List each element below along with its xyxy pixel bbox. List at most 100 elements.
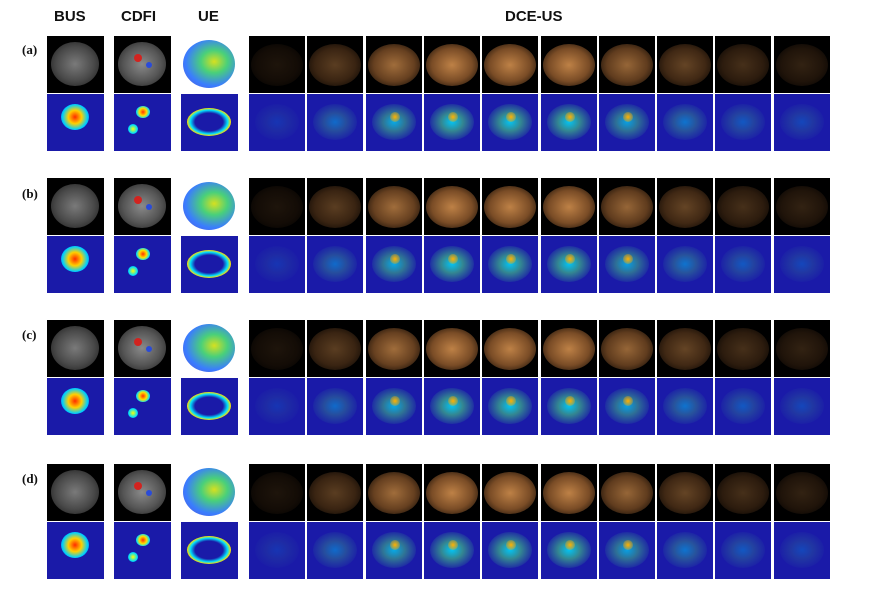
contrast-enhancement (426, 328, 478, 370)
dce-us-frame-b-6 (541, 178, 597, 235)
dce-us-heatmap-c-1 (249, 378, 305, 435)
contrast-enhancement (368, 328, 420, 370)
dce-us-heatmap-d-3 (366, 522, 422, 579)
contrast-enhancement (601, 328, 653, 370)
heat-texture (255, 388, 299, 424)
contrast-enhancement (601, 186, 653, 228)
dce-us-frame-c-4 (424, 320, 480, 377)
heat-texture (780, 104, 824, 140)
lesion-shape (51, 42, 99, 86)
dce-us-frame-a-5 (482, 36, 538, 93)
row-label-a: (a) (22, 42, 38, 57)
dce-us-frame-b-1 (249, 178, 305, 235)
contrast-enhancement (368, 186, 420, 228)
heat-spot (565, 254, 575, 264)
heat-spot (623, 540, 633, 550)
bus-heatmap-b (47, 236, 104, 293)
dce-us-heatmap-b-7 (599, 236, 655, 293)
dce-us-frame-b-9 (715, 178, 771, 235)
contrast-enhancement (484, 44, 536, 86)
heat-texture (313, 246, 357, 282)
heat-texture (547, 104, 591, 140)
heat-spot (128, 266, 138, 276)
bus-image-d (47, 464, 104, 521)
ue-image-d (181, 464, 238, 521)
contrast-enhancement (659, 328, 711, 370)
ue-image-a (181, 36, 238, 93)
dce-us-frame-a-4 (424, 36, 480, 93)
dce-us-heatmap-a-9 (715, 94, 771, 151)
cdfi-heatmap-a (114, 94, 171, 151)
dce-us-heatmap-b-4 (424, 236, 480, 293)
dce-us-heatmap-c-8 (657, 378, 713, 435)
dce-us-frame-d-10 (774, 464, 830, 521)
dce-us-heatmap-b-2 (307, 236, 363, 293)
contrast-enhancement (309, 186, 361, 228)
heat-spot (128, 408, 138, 418)
heat-texture (372, 532, 416, 568)
heat-spot (390, 112, 400, 122)
contrast-enhancement (368, 472, 420, 514)
dce-us-frame-c-3 (366, 320, 422, 377)
heat-texture (430, 388, 474, 424)
contrast-enhancement (717, 328, 769, 370)
cdfi-heatmap-d (114, 522, 171, 579)
dce-us-frame-a-10 (774, 36, 830, 93)
heat-spot (448, 396, 458, 406)
heat-ring (187, 536, 231, 564)
dce-us-heatmap-b-3 (366, 236, 422, 293)
ue-heatmap-c (181, 378, 238, 435)
heat-texture (605, 388, 649, 424)
flow-signal (134, 196, 142, 204)
dce-us-heatmap-d-4 (424, 522, 480, 579)
heat-texture (488, 532, 532, 568)
contrast-enhancement (251, 472, 303, 514)
contrast-enhancement (543, 44, 595, 86)
contrast-enhancement (426, 44, 478, 86)
heat-texture (488, 388, 532, 424)
heat-ring (187, 108, 231, 136)
flow-signal (146, 346, 152, 352)
contrast-enhancement (309, 44, 361, 86)
dce-us-frame-c-10 (774, 320, 830, 377)
dce-us-heatmap-d-2 (307, 522, 363, 579)
cdfi-image-c (114, 320, 171, 377)
heat-spot (136, 534, 150, 546)
heat-spot (390, 254, 400, 264)
bus-heatmap-d (47, 522, 104, 579)
heat-spot (565, 396, 575, 406)
ue-heatmap-a (181, 94, 238, 151)
contrast-enhancement (309, 472, 361, 514)
dce-us-frame-c-6 (541, 320, 597, 377)
contrast-enhancement (251, 186, 303, 228)
lesion-shape (118, 326, 166, 370)
bus-image-c (47, 320, 104, 377)
elastography-map (183, 324, 235, 372)
heat-texture (547, 388, 591, 424)
heat-spot (128, 124, 138, 134)
dce-us-frame-d-6 (541, 464, 597, 521)
contrast-enhancement (484, 186, 536, 228)
contrast-enhancement (659, 44, 711, 86)
heat-spot (506, 396, 516, 406)
heat-spot (61, 532, 89, 558)
contrast-enhancement (368, 44, 420, 86)
dce-us-heatmap-a-6 (541, 94, 597, 151)
contrast-enhancement (776, 186, 828, 228)
dce-us-heatmap-d-1 (249, 522, 305, 579)
heat-spot (136, 106, 150, 118)
dce-us-frame-c-2 (307, 320, 363, 377)
ue-image-c (181, 320, 238, 377)
heat-texture (721, 532, 765, 568)
heat-texture (780, 246, 824, 282)
cdfi-heatmap-b (114, 236, 171, 293)
heat-texture (605, 104, 649, 140)
heat-texture (780, 388, 824, 424)
bus-image-b (47, 178, 104, 235)
dce-us-frame-d-3 (366, 464, 422, 521)
contrast-enhancement (426, 186, 478, 228)
heat-texture (488, 246, 532, 282)
dce-us-frame-b-2 (307, 178, 363, 235)
dce-us-frame-d-4 (424, 464, 480, 521)
bus-heatmap-a (47, 94, 104, 151)
